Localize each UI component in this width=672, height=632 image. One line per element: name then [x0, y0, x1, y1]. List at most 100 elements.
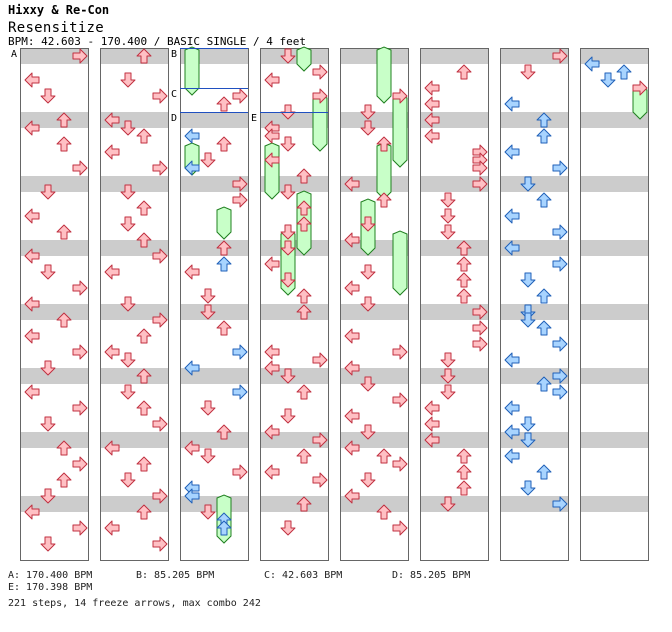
- bpm-marker-label: D: [171, 113, 177, 124]
- down-arrow-icon: [440, 208, 456, 224]
- left-arrow-icon: [24, 72, 40, 88]
- down-arrow-icon: [40, 488, 56, 504]
- down-arrow-icon: [600, 72, 616, 88]
- right-arrow-icon: [552, 384, 568, 400]
- up-arrow-icon: [456, 64, 472, 80]
- right-arrow-icon: [152, 416, 168, 432]
- left-arrow-icon: [344, 440, 360, 456]
- measure-band: [180, 240, 248, 256]
- chart-column: [260, 48, 329, 561]
- up-arrow-icon: [376, 504, 392, 520]
- measure-band: [180, 368, 248, 384]
- down-arrow-icon: [280, 224, 296, 240]
- measure-band: [580, 496, 648, 512]
- down-arrow-icon: [200, 448, 216, 464]
- down-arrow-icon: [360, 120, 376, 136]
- left-arrow-icon: [264, 464, 280, 480]
- up-arrow-icon: [296, 496, 312, 512]
- freeze-arrow: [392, 230, 408, 296]
- left-arrow-icon: [184, 440, 200, 456]
- down-arrow-icon: [120, 72, 136, 88]
- right-arrow-icon: [392, 344, 408, 360]
- right-arrow-icon: [472, 176, 488, 192]
- right-arrow-icon: [552, 256, 568, 272]
- down-arrow-icon: [440, 384, 456, 400]
- left-arrow-icon: [264, 152, 280, 168]
- down-arrow-icon: [280, 520, 296, 536]
- right-arrow-icon: [72, 48, 88, 64]
- measure-band: [100, 496, 168, 512]
- up-arrow-icon: [216, 96, 232, 112]
- right-arrow-icon: [232, 88, 248, 104]
- down-arrow-icon: [280, 368, 296, 384]
- up-arrow-icon: [456, 288, 472, 304]
- freeze-arrow: [392, 94, 408, 168]
- down-arrow-icon: [360, 376, 376, 392]
- down-arrow-icon: [200, 304, 216, 320]
- measure-band: [180, 112, 248, 128]
- right-arrow-icon: [472, 304, 488, 320]
- up-arrow-icon: [56, 312, 72, 328]
- up-arrow-icon: [216, 424, 232, 440]
- down-arrow-icon: [40, 360, 56, 376]
- right-arrow-icon: [312, 472, 328, 488]
- down-arrow-icon: [120, 472, 136, 488]
- left-arrow-icon: [424, 96, 440, 112]
- left-arrow-icon: [24, 328, 40, 344]
- up-arrow-icon: [296, 304, 312, 320]
- up-arrow-icon: [136, 232, 152, 248]
- right-arrow-icon: [72, 520, 88, 536]
- up-arrow-icon: [56, 440, 72, 456]
- measure-band: [100, 112, 168, 128]
- measure-band: [500, 112, 568, 128]
- measure-band: [100, 176, 168, 192]
- bpm-marker-label: B: [171, 49, 177, 60]
- down-arrow-icon: [200, 400, 216, 416]
- left-arrow-icon: [264, 344, 280, 360]
- down-arrow-icon: [280, 184, 296, 200]
- left-arrow-icon: [424, 112, 440, 128]
- up-arrow-icon: [56, 472, 72, 488]
- left-arrow-icon: [344, 360, 360, 376]
- freeze-arrow: [296, 46, 312, 72]
- left-arrow-icon: [344, 488, 360, 504]
- down-arrow-icon: [520, 64, 536, 80]
- down-arrow-icon: [440, 496, 456, 512]
- measure-band: [420, 304, 488, 320]
- right-arrow-icon: [152, 160, 168, 176]
- right-arrow-icon: [472, 320, 488, 336]
- left-arrow-icon: [104, 440, 120, 456]
- up-arrow-icon: [456, 480, 472, 496]
- up-arrow-icon: [536, 112, 552, 128]
- right-arrow-icon: [312, 88, 328, 104]
- chart-column: [420, 48, 489, 561]
- left-arrow-icon: [264, 128, 280, 144]
- down-arrow-icon: [120, 384, 136, 400]
- measure-band: [340, 432, 408, 448]
- left-arrow-icon: [584, 56, 600, 72]
- left-arrow-icon: [184, 128, 200, 144]
- left-arrow-icon: [264, 360, 280, 376]
- up-arrow-icon: [536, 376, 552, 392]
- up-arrow-icon: [536, 128, 552, 144]
- measure-band: [340, 112, 408, 128]
- left-arrow-icon: [264, 72, 280, 88]
- left-arrow-icon: [424, 400, 440, 416]
- measure-band: [580, 304, 648, 320]
- down-arrow-icon: [280, 408, 296, 424]
- up-arrow-icon: [296, 168, 312, 184]
- up-arrow-icon: [136, 328, 152, 344]
- down-arrow-icon: [40, 416, 56, 432]
- left-arrow-icon: [504, 144, 520, 160]
- down-arrow-icon: [200, 504, 216, 520]
- left-arrow-icon: [504, 400, 520, 416]
- measure-band: [20, 304, 88, 320]
- up-arrow-icon: [376, 448, 392, 464]
- measure-band: [500, 240, 568, 256]
- up-arrow-icon: [376, 192, 392, 208]
- measure-band: [580, 176, 648, 192]
- right-arrow-icon: [152, 488, 168, 504]
- right-arrow-icon: [72, 280, 88, 296]
- measure-band: [420, 48, 488, 64]
